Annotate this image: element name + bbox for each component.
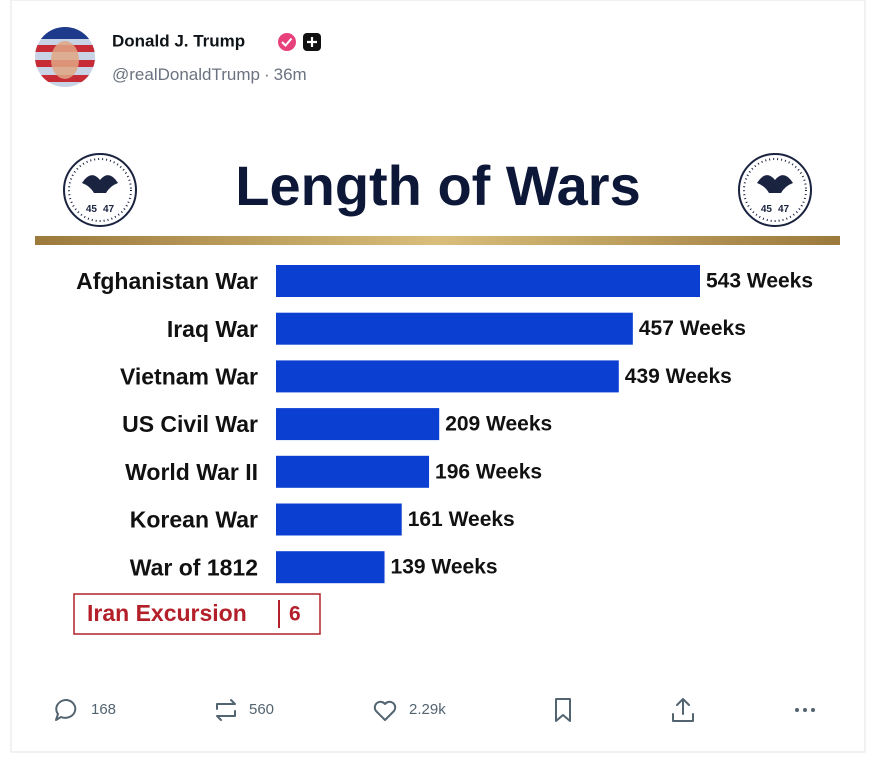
- like-icon[interactable]: [373, 700, 397, 721]
- seal: 45 47: [63, 153, 137, 227]
- more-dot[interactable]: [795, 708, 799, 712]
- seal-number: 47: [778, 204, 790, 215]
- seal-number: 45: [761, 204, 773, 215]
- bar: [276, 503, 402, 536]
- highlight-value: 6: [289, 603, 301, 626]
- bar: [276, 551, 385, 584]
- repost-icon[interactable]: [216, 699, 236, 721]
- seals: 45 47 45 47: [63, 153, 812, 227]
- more-dot[interactable]: [811, 708, 815, 712]
- like-count[interactable]: 2.29k: [409, 701, 446, 718]
- seal-eagle: [757, 175, 793, 193]
- category-label: War of 1812: [130, 554, 258, 580]
- value-label: 196 Weeks: [435, 460, 542, 483]
- seal-dots: [68, 158, 132, 222]
- value-label: 209 Weeks: [445, 413, 552, 436]
- reply-icon[interactable]: [55, 698, 77, 721]
- repost-count[interactable]: 560: [249, 701, 274, 718]
- action-bar: 168 560 2.29k: [55, 698, 815, 722]
- category-label: Afghanistan War: [76, 268, 258, 294]
- seal-dots: [743, 158, 807, 222]
- value-label: 457 Weeks: [639, 317, 746, 340]
- seal: 45 47: [738, 153, 812, 227]
- chart-title: Length of Wars: [235, 154, 640, 217]
- category-label: World War II: [125, 459, 258, 485]
- bar: [276, 455, 430, 488]
- seal-number: 47: [103, 204, 115, 215]
- category-label: Korean War: [130, 507, 258, 533]
- handle-line: @realDonaldTrump · 36m: [112, 65, 307, 84]
- timestamp[interactable]: 36m: [274, 65, 307, 84]
- author-name[interactable]: Donald J. Trump: [112, 31, 245, 50]
- bar: [276, 408, 440, 441]
- handle[interactable]: @realDonaldTrump: [112, 65, 260, 84]
- more-dot[interactable]: [803, 708, 807, 712]
- bar: [276, 265, 700, 297]
- seal-label: 45 47: [761, 204, 790, 215]
- bookmark-icon[interactable]: [555, 698, 571, 722]
- value-label: 139 Weeks: [391, 556, 498, 579]
- separator: ·: [264, 65, 270, 84]
- gold-rule: [35, 236, 840, 245]
- seal-label: 45 47: [86, 204, 115, 215]
- plot: Afghanistan War 543 Weeks Iraq War 457 Week…: [73, 265, 813, 635]
- value-label: 439 Weeks: [625, 365, 732, 388]
- share-icon[interactable]: [672, 698, 694, 722]
- category-label: US Civil War: [122, 411, 258, 437]
- bar: [276, 312, 633, 345]
- verified-check: [281, 37, 293, 47]
- highlight-label: Iran Excursion: [87, 600, 247, 626]
- value-label: 161 Weeks: [408, 508, 515, 531]
- bar: [276, 360, 619, 393]
- category-label: Iraq War: [167, 316, 258, 342]
- reply-count[interactable]: 168: [91, 701, 116, 718]
- avatar[interactable]: [35, 27, 95, 87]
- category-label: Vietnam War: [120, 363, 258, 389]
- verified-badge: [278, 33, 296, 51]
- value-label: 543 Weeks: [706, 270, 813, 293]
- plus-icon: [307, 37, 317, 47]
- seal-number: 45: [86, 204, 98, 215]
- seal-eagle: [82, 175, 118, 193]
